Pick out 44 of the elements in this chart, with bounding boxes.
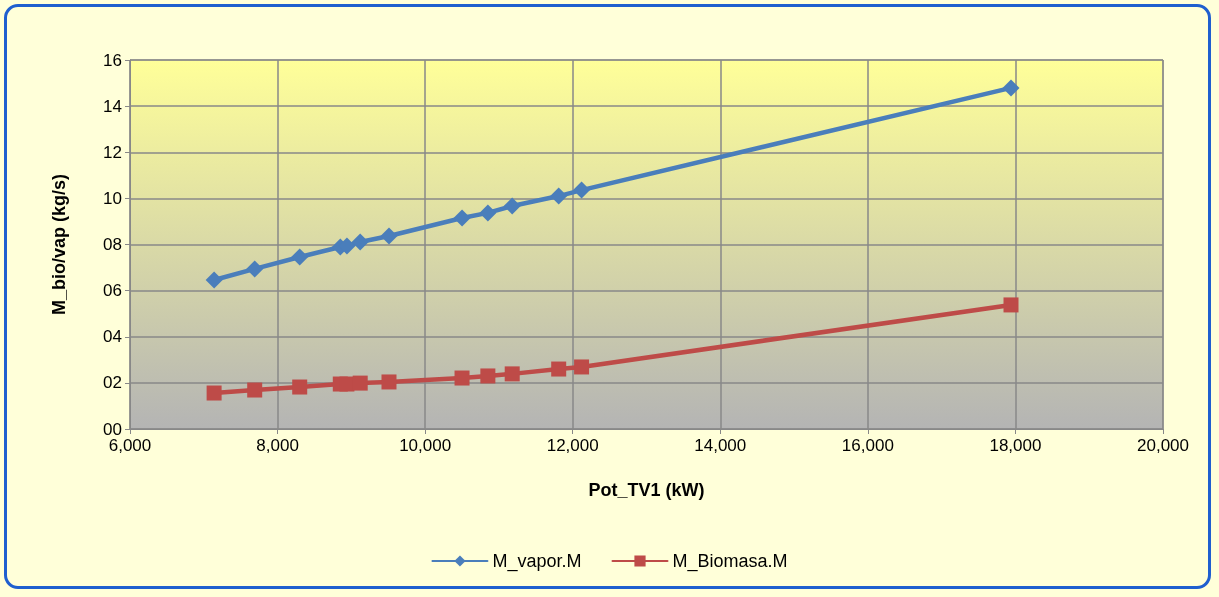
- point: [339, 376, 355, 392]
- x-tick-label: 12,000: [546, 436, 599, 455]
- y-tick-label: 12: [103, 142, 122, 162]
- point: [503, 197, 521, 215]
- point: [550, 187, 568, 205]
- point: [247, 382, 263, 398]
- point: [380, 227, 398, 245]
- x-tick-label: 16,000: [841, 436, 894, 455]
- point: [1003, 297, 1019, 313]
- x-tick-label: 18,000: [989, 436, 1042, 455]
- y-tick-label: 04: [103, 327, 122, 347]
- y-tick-label: 16: [103, 50, 122, 70]
- x-tick-label: 6,000: [108, 436, 152, 455]
- point: [352, 375, 368, 391]
- point: [504, 366, 520, 382]
- legend-label: M_vapor.M: [492, 551, 582, 572]
- x-axis-title: Pot_TV1 (kW): [588, 480, 705, 500]
- x-tick-label: 8,000: [256, 436, 299, 455]
- x-tick-label: 10,000: [399, 436, 452, 455]
- point: [453, 209, 471, 227]
- point: [573, 181, 591, 199]
- y-tick-label: 14: [103, 96, 122, 116]
- point: [246, 260, 264, 278]
- x-tick-label: 14,000: [694, 436, 747, 455]
- point: [381, 374, 397, 390]
- y-tick-label: 06: [103, 281, 122, 301]
- y-tick-label: 10: [103, 188, 122, 208]
- y-tick-label: 00: [103, 419, 122, 439]
- y-axis-title: M_bio/vap (kg/s): [49, 173, 69, 316]
- x-tick-label: 20,000: [1137, 436, 1189, 455]
- legend-label: M_Biomasa.M: [672, 551, 788, 572]
- point: [292, 379, 308, 395]
- point: [480, 368, 496, 384]
- y-tick-label: 08: [103, 235, 122, 254]
- point: [479, 204, 497, 222]
- point: [206, 385, 222, 401]
- point: [454, 370, 470, 386]
- y-tick-label: 02: [103, 373, 122, 393]
- point: [205, 271, 223, 289]
- point: [351, 233, 369, 251]
- point: [551, 361, 567, 377]
- point: [1002, 79, 1020, 97]
- point: [291, 248, 309, 266]
- point: [574, 359, 590, 375]
